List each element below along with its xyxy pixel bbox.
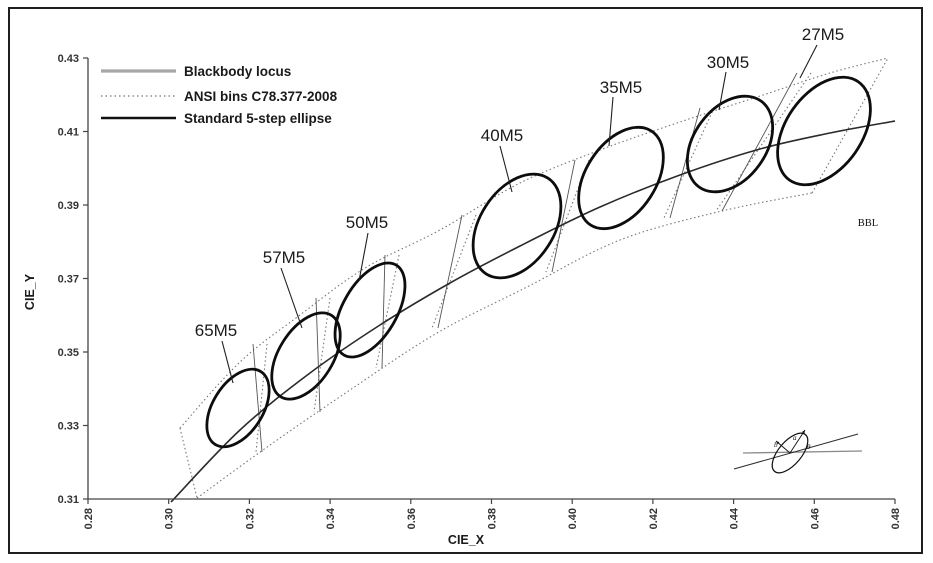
ellipse-label-35M5: 35M5 — [600, 78, 643, 97]
ansi-band-bottom-edge — [196, 192, 813, 499]
y-tick-label: 0.43 — [58, 53, 79, 65]
ellipse-label-57M5: 57M5 — [263, 248, 306, 267]
x-tick-label: 0.38 — [487, 508, 499, 529]
legend: Blackbody locus ANSI bins C78.377-2008 S… — [101, 64, 338, 126]
step-ellipse-27M5 — [776, 75, 872, 187]
x-tick-label: 0.34 — [325, 507, 337, 529]
ansi-band-right-edge — [811, 57, 889, 194]
inset-label-b: b — [774, 441, 778, 449]
inset-arrow-b-head — [776, 441, 780, 445]
leader-line-40M5 — [499, 145, 513, 193]
step-ellipse-30M5 — [685, 94, 775, 194]
ansi-bin-separator-dotted — [663, 107, 715, 219]
x-tick-label: 0.36 — [406, 508, 418, 529]
step-ellipse-57M5 — [270, 311, 342, 401]
ellipse-label-27M5: 27M5 — [802, 25, 845, 44]
ansi-bin-separator-dotted — [255, 343, 268, 453]
figure-border — [8, 7, 923, 554]
legend-label-step-ellipse: Standard 5-step ellipse — [184, 111, 332, 126]
inset-arrow-a — [789, 429, 806, 454]
inset-axis-line — [733, 433, 859, 470]
axes-layer: 0.31 0.33 0.35 0.37 0.39 0.41 0.43 0.28 0.30 0.32… — [58, 53, 902, 529]
x-tick-label: 0.30 — [164, 508, 176, 529]
ansi-bin-separator — [437, 214, 463, 329]
x-tick-label: 0.28 — [83, 508, 95, 529]
ellipse-label-65M5: 65M5 — [195, 321, 238, 340]
ansi-bin-separator — [315, 297, 321, 413]
legend-label-ansi-bins: ANSI bins C78.377-2008 — [184, 89, 338, 104]
ansi-bin-separator-dotted — [313, 297, 331, 413]
ansi-bins-layer — [179, 57, 889, 499]
labels-layer: 65M5 57M5 50M5 40M5 35M5 30M5 27M5 — [195, 25, 845, 384]
ansi-band-left-edge — [179, 427, 198, 499]
x-tick-label: 0.44 — [729, 507, 741, 529]
x-tick-label: 0.46 — [809, 508, 821, 529]
step-ellipse-65M5 — [205, 367, 271, 449]
leader-line-27M5 — [799, 44, 818, 79]
x-tick-label: 0.40 — [567, 508, 579, 529]
ansi-bin-separator — [252, 343, 263, 453]
y-tick-label: 0.41 — [58, 127, 79, 139]
ansi-bin-separator — [669, 107, 701, 219]
leader-line-65M5 — [221, 340, 234, 384]
step-ellipse-35M5 — [577, 125, 665, 231]
y-tick-label: 0.37 — [58, 274, 79, 286]
inset-locus-line — [742, 450, 863, 454]
leader-line-57M5 — [280, 267, 303, 329]
leader-line-50M5 — [358, 232, 369, 282]
y-tick-label: 0.31 — [58, 494, 79, 506]
ellipse-label-30M5: 30M5 — [707, 53, 750, 72]
ellipse-label-50M5: 50M5 — [346, 213, 389, 232]
ellipse-label-40M5: 40M5 — [481, 126, 524, 145]
step-ellipse-50M5 — [333, 261, 407, 359]
x-tick-label: 0.42 — [648, 508, 660, 529]
inset-label-θ: θ — [807, 443, 811, 451]
blackbody-locus-layer — [170, 120, 896, 503]
x-axis-title: CIE_X — [448, 533, 485, 547]
ansi-band-top-edge — [179, 57, 889, 429]
inset-arrow-a-head — [802, 430, 805, 434]
bbl-annotation: BBL — [858, 218, 878, 229]
ellipses-layer — [205, 75, 872, 449]
y-tick-label: 0.35 — [58, 347, 79, 359]
ansi-bin-separator — [551, 159, 576, 273]
inset-label-a: a — [793, 434, 797, 442]
leader-line-30M5 — [718, 71, 727, 111]
x-tick-label: 0.48 — [890, 508, 902, 529]
blackbody-locus-curve — [170, 120, 896, 503]
leader-line-35M5 — [608, 96, 614, 147]
ansi-bin-separator-dotted — [715, 72, 812, 212]
x-tick-label: 0.32 — [244, 508, 256, 529]
y-axis-title: CIE_Y — [23, 273, 37, 310]
step-ellipse-40M5 — [471, 172, 563, 280]
ellipse-parameter-inset: b a θ — [733, 429, 863, 474]
ansi-bin-separator-dotted — [375, 254, 400, 369]
y-tick-label: 0.33 — [58, 421, 79, 433]
ansi-bin-separator — [381, 254, 386, 369]
legend-label-blackbody-locus: Blackbody locus — [184, 64, 291, 79]
y-tick-label: 0.39 — [58, 200, 79, 212]
